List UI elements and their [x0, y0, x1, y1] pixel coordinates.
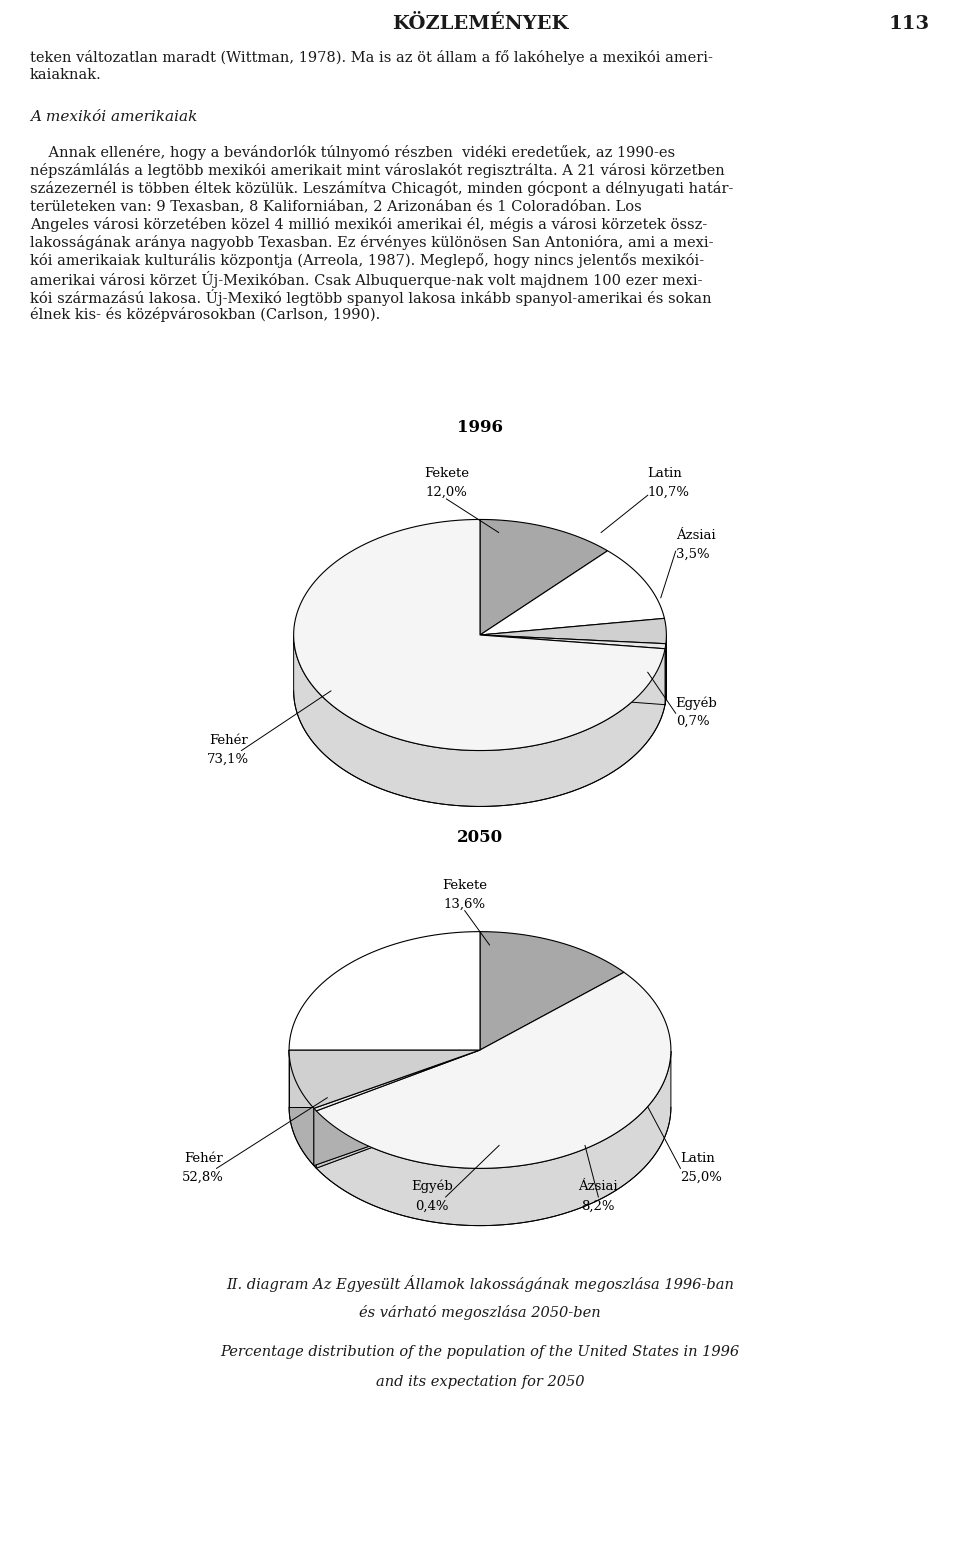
- Text: Latin: Latin: [648, 468, 683, 480]
- Text: élnek kis- és középvárosokban (Carlson, 1990).: élnek kis- és középvárosokban (Carlson, …: [30, 307, 380, 322]
- Polygon shape: [314, 1108, 316, 1167]
- Polygon shape: [289, 1050, 480, 1108]
- Polygon shape: [480, 520, 608, 635]
- Text: Latin: Latin: [681, 1152, 715, 1164]
- Polygon shape: [316, 972, 671, 1169]
- Text: 73,1%: 73,1%: [207, 753, 250, 765]
- Text: 13,6%: 13,6%: [444, 898, 486, 911]
- Polygon shape: [316, 1050, 480, 1167]
- Text: 0,4%: 0,4%: [416, 1199, 449, 1213]
- Polygon shape: [294, 520, 665, 751]
- Text: kói származású lakosa. Új-Mexikó legtöbb spanyol lakosa inkább spanyol-amerikai : kói származású lakosa. Új-Mexikó legtöbb…: [30, 290, 711, 307]
- Text: 8,2%: 8,2%: [582, 1199, 615, 1213]
- Text: népszámlálás a legtöbb mexikói amerikait mint városlakót regisztrálta. A 21 váro: népszámlálás a legtöbb mexikói amerikait…: [30, 163, 725, 178]
- Text: KÖZLEMÉNYEK: KÖZLEMÉNYEK: [392, 16, 568, 33]
- Text: területeken van: 9 Texasban, 8 Kaliforniában, 2 Arizonában és 1 Coloradóban. Los: területeken van: 9 Texasban, 8 Kaliforni…: [30, 199, 641, 213]
- Polygon shape: [480, 618, 666, 643]
- Text: Ázsiai: Ázsiai: [579, 1180, 618, 1193]
- Polygon shape: [289, 931, 480, 1050]
- Text: Fekete: Fekete: [443, 878, 488, 892]
- Polygon shape: [314, 1050, 480, 1166]
- Text: Egyéb: Egyéb: [412, 1180, 453, 1193]
- Text: II. diagram Az Egyesült Államok lakosságának megoszlása 1996-ban: II. diagram Az Egyesült Államok lakosság…: [226, 1275, 734, 1293]
- Text: Annak ellenére, hogy a bevándorlók túlnyomó részben  vidéki eredetűek, az 1990-e: Annak ellenére, hogy a bevándorlók túlny…: [30, 146, 675, 160]
- Polygon shape: [480, 635, 666, 649]
- Text: 25,0%: 25,0%: [681, 1171, 722, 1183]
- Text: 3,5%: 3,5%: [676, 548, 709, 560]
- Text: and its expectation for 2050: and its expectation for 2050: [375, 1376, 585, 1390]
- Polygon shape: [480, 551, 664, 635]
- Text: Fekete: Fekete: [424, 468, 468, 480]
- Polygon shape: [480, 635, 666, 700]
- Polygon shape: [289, 1050, 480, 1108]
- Text: Egyéb: Egyéb: [676, 696, 717, 709]
- Polygon shape: [289, 1050, 314, 1166]
- Polygon shape: [480, 635, 665, 704]
- Text: lakosságának aránya nagyobb Texasban. Ez érvényes különösen San Antonióra, ami a: lakosságának aránya nagyobb Texasban. Ez…: [30, 235, 713, 250]
- Text: 2050: 2050: [457, 829, 503, 845]
- Text: százezernél is többen éltek közülük. Leszámítva Chicagót, minden gócpont a délny: százezernél is többen éltek közülük. Les…: [30, 182, 733, 196]
- Text: A mexikói amerikaiak: A mexikói amerikaiak: [30, 110, 198, 124]
- Polygon shape: [316, 1052, 671, 1225]
- Text: 1996: 1996: [457, 418, 503, 435]
- Text: amerikai városi körzet Új-Mexikóban. Csak Albuquerque-nak volt majdnem 100 ezer : amerikai városi körzet Új-Mexikóban. Csa…: [30, 271, 703, 288]
- Polygon shape: [314, 1050, 480, 1166]
- Text: Fehér: Fehér: [209, 734, 248, 747]
- Polygon shape: [480, 635, 666, 700]
- Polygon shape: [314, 1050, 480, 1111]
- Text: Percentage distribution of the population of the United States in 1996: Percentage distribution of the populatio…: [221, 1344, 739, 1358]
- Text: Angeles városi körzetében közel 4 millió mexikói amerikai él, mégis a városi kör: Angeles városi körzetében közel 4 millió…: [30, 218, 708, 232]
- Polygon shape: [480, 931, 624, 1050]
- Text: és várható megoszlása 2050-ben: és várható megoszlása 2050-ben: [359, 1305, 601, 1319]
- Text: 0,7%: 0,7%: [676, 715, 709, 728]
- Text: 12,0%: 12,0%: [425, 487, 468, 499]
- Polygon shape: [480, 635, 665, 704]
- Text: 52,8%: 52,8%: [182, 1171, 224, 1183]
- Text: 10,7%: 10,7%: [648, 487, 689, 499]
- Text: Ázsiai: Ázsiai: [676, 529, 715, 541]
- Text: Fehér: Fehér: [183, 1152, 223, 1164]
- Polygon shape: [289, 1050, 480, 1108]
- Text: 113: 113: [889, 16, 930, 33]
- Text: teken változatlan maradt (Wittman, 1978). Ma is az öt állam a fő lakóhelye a mex: teken változatlan maradt (Wittman, 1978)…: [30, 50, 713, 66]
- Polygon shape: [294, 637, 665, 806]
- Polygon shape: [316, 1050, 480, 1167]
- Text: kaiaknak.: kaiaknak.: [30, 67, 102, 81]
- Text: kói amerikaiak kulturális központja (Arreola, 1987). Meglepő, hogy nincs jelentő: kói amerikaiak kulturális központja (Arr…: [30, 254, 704, 268]
